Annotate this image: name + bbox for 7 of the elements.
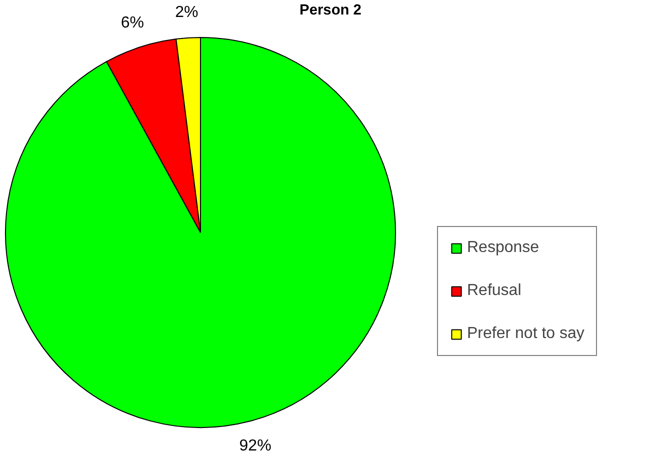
data-label: 2% bbox=[175, 4, 198, 22]
legend-label: Prefer not to say bbox=[467, 325, 584, 343]
legend-label: Response bbox=[467, 239, 540, 257]
data-label: 92% bbox=[239, 437, 272, 454]
data-label: 6% bbox=[120, 14, 144, 32]
chart-title: Person 2 bbox=[300, 2, 362, 18]
legend-label: Refusal bbox=[467, 282, 522, 300]
